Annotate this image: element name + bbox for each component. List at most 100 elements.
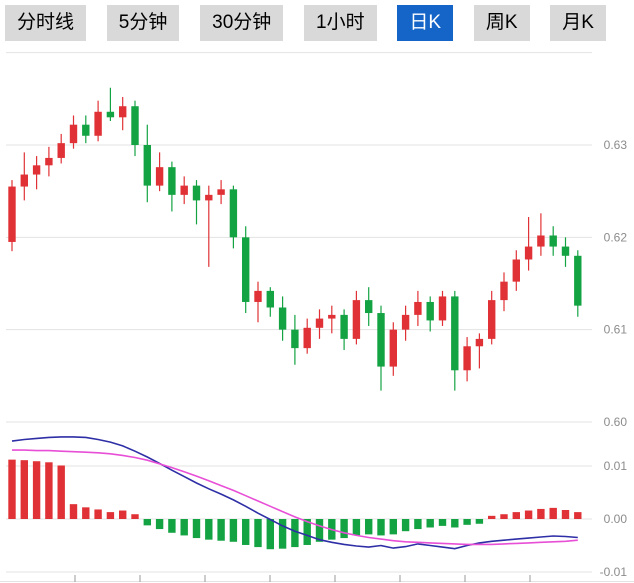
tab-timeframe-1[interactable]: 5分钟	[106, 5, 180, 41]
candle-body	[106, 111, 115, 118]
candle-body	[414, 301, 422, 315]
tab-timeframe-2[interactable]: 30分钟	[200, 5, 284, 41]
candle-body	[574, 255, 582, 306]
macd-histogram-bar	[45, 462, 53, 519]
price-axis-label: 0.62	[604, 230, 628, 244]
macd-histogram-bar	[205, 519, 213, 540]
candle-body	[45, 157, 53, 166]
candle-body	[328, 314, 336, 319]
candle-body	[451, 296, 459, 371]
macd-axis-label: 0.01	[604, 459, 628, 473]
candle-body	[192, 185, 201, 201]
candle-body	[242, 237, 250, 302]
macd-histogram-bar	[340, 519, 348, 539]
macd-histogram-bar	[401, 519, 410, 532]
macd-histogram-bar	[32, 461, 41, 519]
macd-histogram-bar	[106, 512, 115, 519]
candle-body	[303, 327, 311, 349]
macd-histogram-bar	[475, 519, 484, 524]
candle-body	[155, 167, 164, 186]
macd-histogram-bar	[266, 519, 274, 550]
price-axis-label: 0.63	[604, 138, 628, 152]
candle-body	[488, 300, 496, 339]
candle-body	[475, 338, 484, 347]
candle-body	[94, 111, 102, 136]
macd-histogram-bar	[451, 519, 459, 528]
macd-histogram-bar	[254, 519, 262, 548]
macd-dif-line	[11, 436, 578, 550]
macd-histogram-bar	[524, 510, 533, 519]
macd-histogram-bar	[8, 459, 16, 519]
macd-histogram-bar	[377, 519, 385, 536]
candle-body	[217, 189, 225, 195]
candle-body	[32, 165, 41, 175]
candle-body	[365, 300, 373, 314]
macd-histogram-bar	[168, 519, 176, 533]
macd-histogram-bar	[537, 508, 545, 519]
macd-dea-line	[12, 449, 578, 546]
candle-body	[438, 296, 447, 321]
candle-body	[426, 301, 434, 321]
macd-histogram-bar	[315, 519, 324, 542]
tab-timeframe-3[interactable]: 1小时	[304, 5, 377, 41]
macd-histogram-bar	[143, 519, 151, 526]
macd-histogram-bar	[426, 519, 434, 528]
macd-histogram-bar	[438, 519, 447, 526]
candle-body	[500, 281, 508, 301]
candle-body	[561, 246, 570, 256]
candle-body	[266, 290, 274, 308]
macd-axis-label: 0.00	[604, 512, 628, 526]
macd-histogram-bar	[217, 519, 225, 541]
candle-body	[291, 329, 299, 349]
macd-histogram-bar	[488, 515, 496, 519]
candle-body	[131, 106, 139, 145]
macd-histogram-bar	[303, 519, 311, 545]
candle-body	[119, 106, 127, 118]
macd-histogram-bar	[561, 509, 570, 519]
macd-histogram-bar	[94, 509, 102, 519]
macd-histogram-bar	[229, 519, 238, 542]
candle-body	[69, 124, 78, 144]
candle-body	[352, 300, 361, 339]
candle-body	[57, 143, 65, 158]
candle-body	[463, 346, 471, 371]
macd-histogram-bar	[574, 512, 582, 519]
candle-body	[401, 314, 410, 330]
macd-histogram-bar	[352, 519, 361, 536]
candle-body	[512, 259, 520, 282]
candle-body	[524, 246, 533, 260]
tab-timeframe-5[interactable]: 周K	[473, 5, 530, 41]
tab-timeframe-4[interactable]: 日K	[397, 5, 454, 41]
timeframe-tabbar: 分时线 5分钟 30分钟 1小时 日K 周K 月K	[5, 5, 606, 41]
price-axis-label: 0.60	[604, 415, 628, 429]
macd-histogram-bar	[365, 519, 373, 535]
candle-body	[278, 307, 287, 330]
candle-body	[315, 318, 324, 328]
macd-histogram-bar	[131, 514, 139, 519]
macd-histogram-bar	[500, 514, 508, 519]
macd-histogram-bar	[549, 507, 557, 519]
macd-histogram-bar	[57, 465, 65, 519]
candle-body	[377, 313, 385, 367]
macd-histogram-bar	[69, 504, 78, 519]
tab-timeframe-0[interactable]: 分时线	[5, 5, 87, 41]
macd-histogram-bar	[242, 519, 250, 545]
candle-body	[143, 145, 151, 186]
macd-histogram-bar	[291, 519, 299, 548]
macd-histogram-bar	[192, 519, 201, 539]
candle-body	[180, 185, 188, 195]
candle-body	[168, 167, 176, 195]
macd-histogram-bar	[180, 519, 188, 536]
macd-axis-label: -0.01	[600, 565, 628, 579]
candle-body	[254, 290, 262, 302]
tab-timeframe-6[interactable]: 月K	[550, 5, 606, 41]
macd-histogram-bar	[463, 519, 471, 525]
macd-histogram-bar	[155, 519, 164, 530]
macd-histogram-bar	[414, 519, 422, 530]
candle-body	[20, 174, 28, 187]
macd-histogram-bar	[119, 510, 127, 519]
candle-body	[340, 314, 348, 339]
macd-histogram-bar	[82, 507, 90, 519]
candle-body	[205, 194, 213, 201]
